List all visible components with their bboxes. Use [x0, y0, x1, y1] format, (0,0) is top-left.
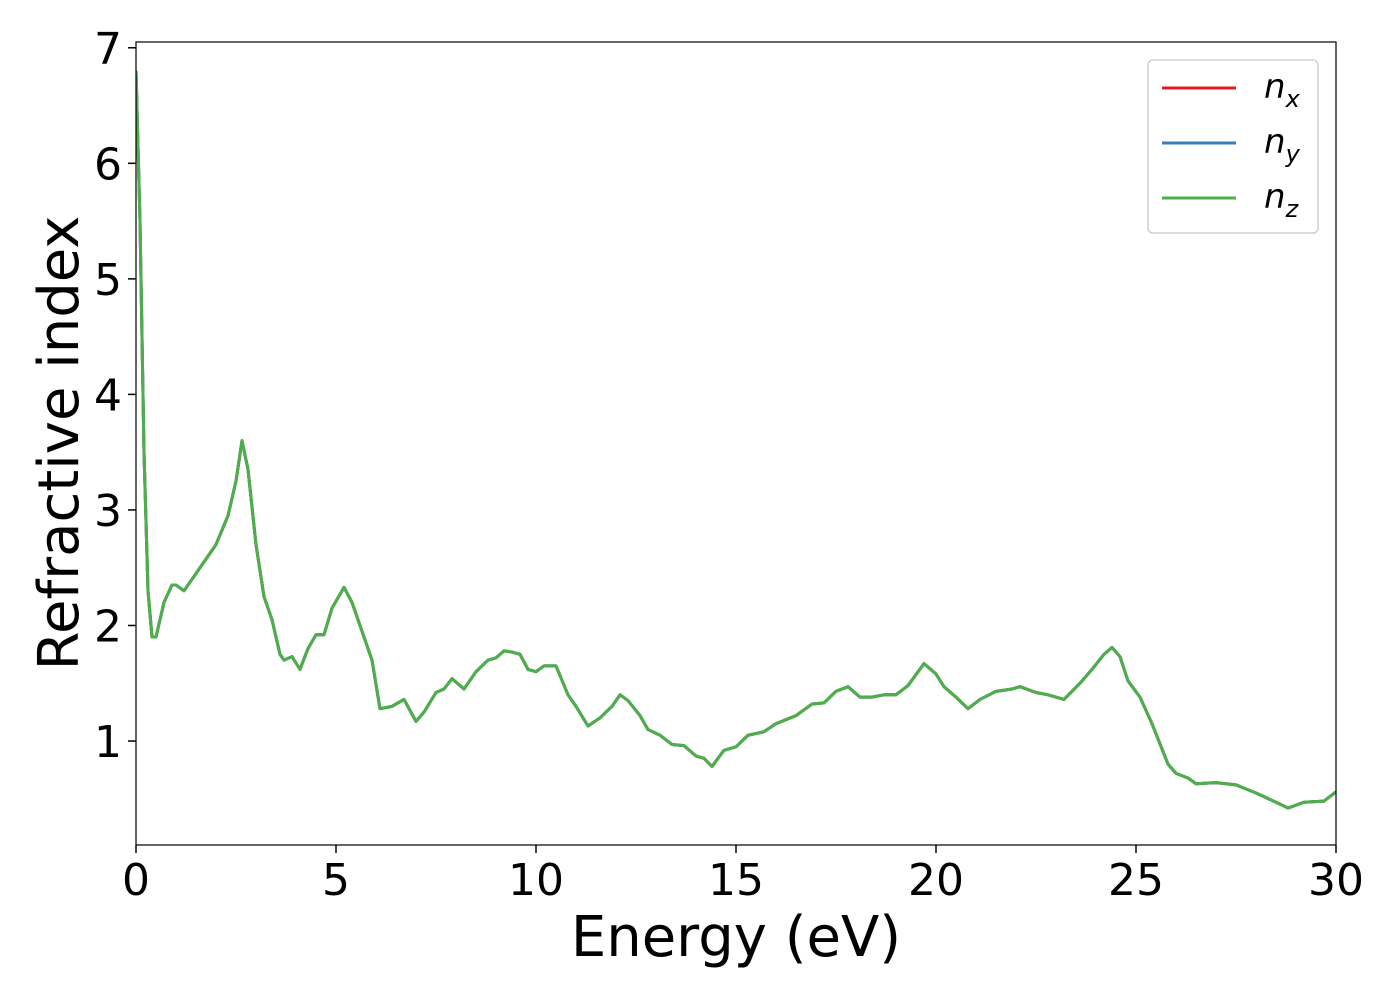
y-axis-label: Refractive index: [27, 216, 92, 671]
x-tick-label: 20: [908, 855, 964, 906]
legend-label: ny: [1264, 122, 1301, 168]
y-tick-label: 4: [94, 370, 122, 421]
legend-box: [1147, 59, 1319, 234]
data-line: [136, 70, 1336, 810]
y-tick-label: 6: [94, 139, 122, 190]
x-axis-label: Energy (eV): [571, 905, 901, 970]
y-tick-label: 7: [94, 24, 122, 75]
x-tick-label: 5: [322, 855, 350, 906]
y-tick-label: 1: [94, 717, 122, 768]
x-tick-label: 10: [508, 855, 564, 906]
y-tick-label: 2: [94, 601, 122, 652]
x-tick-label: 0: [122, 855, 150, 906]
x-tick-label: 15: [708, 855, 764, 906]
legend-label: nz: [1264, 177, 1300, 223]
y-tick-label: 5: [94, 255, 122, 306]
legend-label: nx: [1264, 67, 1301, 113]
x-tick-label: 25: [1108, 855, 1164, 906]
plot-frame: [135, 41, 1337, 846]
y-tick-label: 3: [94, 486, 122, 537]
x-tick-label: 30: [1308, 855, 1364, 906]
